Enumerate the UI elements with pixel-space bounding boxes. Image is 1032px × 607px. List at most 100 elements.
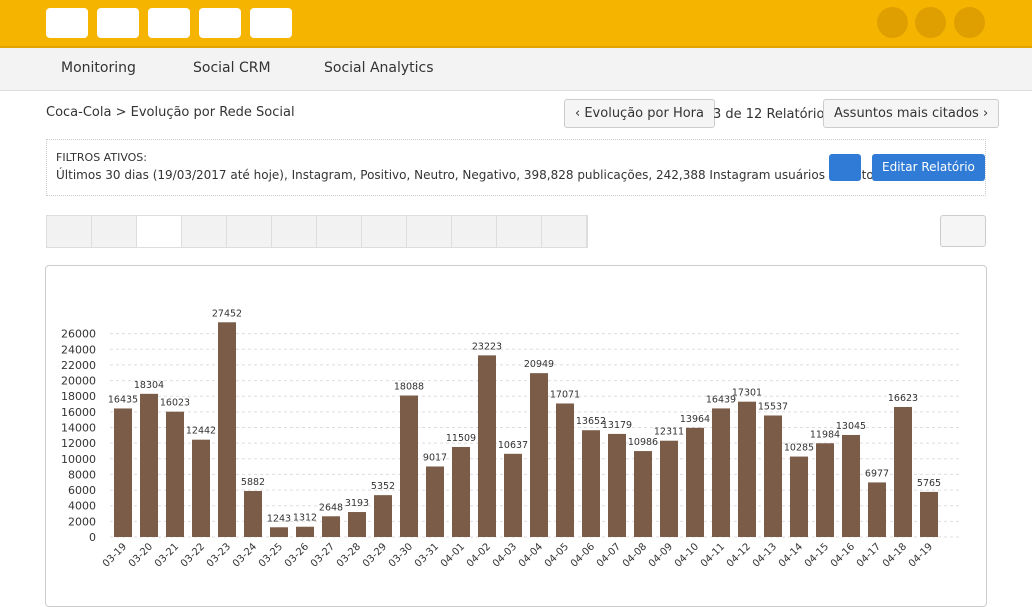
x-tick-label: 04-05 bbox=[543, 541, 571, 569]
x-tick-label: 04-02 bbox=[465, 541, 493, 569]
x-tick-label: 03-21 bbox=[153, 541, 181, 569]
tab[interactable] bbox=[407, 216, 452, 247]
chart: 0 2000 4000 6000 8000 10000 12000 14000 16000 180… bbox=[61, 308, 962, 570]
value-label: 10637 bbox=[498, 440, 528, 451]
facebook-link[interactable] bbox=[954, 7, 985, 38]
label: Evolução por Hora bbox=[584, 106, 704, 121]
collapse-button[interactable] bbox=[940, 215, 986, 247]
calendar-button[interactable] bbox=[829, 154, 861, 181]
bar bbox=[686, 427, 704, 537]
x-tick-label: 03-28 bbox=[335, 541, 363, 569]
bar bbox=[634, 451, 652, 537]
value-label: 6977 bbox=[865, 468, 889, 479]
x-tick-label: 04-03 bbox=[491, 541, 519, 569]
add-report-button[interactable] bbox=[97, 8, 139, 38]
edit-button[interactable]: Editar Relatório bbox=[872, 154, 985, 181]
filters-label: FILTROS ATIVOS: bbox=[56, 151, 147, 164]
y-tick-label: 12000 bbox=[61, 437, 96, 450]
bar bbox=[920, 491, 938, 537]
bar bbox=[218, 322, 236, 537]
y-tick-label: 6000 bbox=[68, 484, 96, 497]
value-label: 18088 bbox=[394, 382, 424, 393]
bar bbox=[426, 466, 444, 537]
tab[interactable] bbox=[362, 216, 407, 247]
value-label: 27452 bbox=[212, 308, 242, 319]
home-button[interactable] bbox=[46, 8, 88, 38]
tab[interactable] bbox=[47, 216, 92, 247]
tab[interactable] bbox=[497, 216, 542, 247]
bar bbox=[140, 393, 158, 537]
tab-active[interactable] bbox=[137, 216, 182, 247]
bar bbox=[556, 403, 574, 537]
crm-button[interactable] bbox=[250, 8, 292, 38]
value-label: 15537 bbox=[758, 401, 788, 412]
value-label: 16435 bbox=[108, 394, 138, 405]
value-label: 16023 bbox=[160, 398, 190, 409]
value-label: 23223 bbox=[472, 341, 502, 352]
bar bbox=[608, 433, 626, 537]
y-tick-label: 4000 bbox=[68, 500, 96, 513]
bar bbox=[166, 411, 184, 537]
network-tabs bbox=[46, 215, 588, 248]
x-tick-label: 03-23 bbox=[205, 541, 233, 569]
filters-text: Últimos 30 dias (19/03/2017 até hoje), I… bbox=[56, 168, 884, 182]
y-tick-label: 0 bbox=[89, 531, 96, 544]
y-tick-label: 20000 bbox=[61, 375, 96, 388]
next-button[interactable]: Assuntos mais citados › bbox=[823, 99, 1000, 128]
bar bbox=[816, 443, 834, 537]
y-tick-label: 16000 bbox=[61, 406, 96, 419]
value-label: 1243 bbox=[267, 513, 291, 524]
prev-button[interactable]: ‹ Evolução por Hora bbox=[564, 99, 715, 128]
tab[interactable] bbox=[227, 216, 272, 247]
x-tick-label: 04-10 bbox=[673, 541, 701, 569]
bar bbox=[582, 430, 600, 537]
x-tick-label: 04-11 bbox=[699, 541, 727, 569]
nav-item[interactable]: Social CRM bbox=[193, 60, 271, 76]
notifications[interactable] bbox=[877, 7, 908, 38]
bar bbox=[660, 440, 678, 537]
reports-button[interactable] bbox=[148, 8, 190, 38]
x-tick-label: 03-25 bbox=[257, 541, 285, 569]
value-label: 11984 bbox=[810, 429, 840, 440]
value-label: 12442 bbox=[186, 426, 216, 437]
counter: 3 de 12 Relatórios bbox=[713, 107, 832, 122]
bar bbox=[868, 482, 886, 537]
nav-item[interactable]: Social Analytics bbox=[324, 60, 434, 76]
value-label: 13179 bbox=[602, 420, 632, 431]
bar bbox=[712, 408, 730, 537]
tab[interactable] bbox=[92, 216, 137, 247]
x-tick-label: 04-15 bbox=[803, 541, 831, 569]
x-tick-label: 04-12 bbox=[725, 541, 753, 569]
value-label: 3193 bbox=[345, 498, 369, 509]
label: Assuntos mais citados bbox=[834, 106, 979, 121]
value-label: 13045 bbox=[836, 421, 866, 432]
tab[interactable] bbox=[182, 216, 227, 247]
tab[interactable] bbox=[317, 216, 362, 247]
twitter-link[interactable] bbox=[915, 7, 946, 38]
bar bbox=[504, 453, 522, 537]
x-tick-label: 04-19 bbox=[907, 541, 935, 569]
tab[interactable] bbox=[452, 216, 497, 247]
bar bbox=[374, 495, 392, 537]
bar bbox=[296, 526, 314, 537]
chat-button[interactable] bbox=[199, 8, 241, 38]
x-tick-label: 03-29 bbox=[361, 541, 389, 569]
bar bbox=[114, 408, 132, 537]
bar bbox=[842, 434, 860, 537]
tab[interactable] bbox=[272, 216, 317, 247]
y-tick-label: 18000 bbox=[61, 390, 96, 403]
x-tick-label: 04-09 bbox=[647, 541, 675, 569]
value-label: 11509 bbox=[446, 433, 476, 444]
bar bbox=[894, 406, 912, 537]
y-tick-label: 26000 bbox=[61, 328, 96, 341]
x-tick-label: 04-18 bbox=[881, 541, 909, 569]
x-tick-label: 04-13 bbox=[751, 541, 779, 569]
nav-item[interactable]: Monitoring bbox=[61, 60, 136, 76]
value-label: 13652 bbox=[576, 416, 606, 427]
y-tick-label: 22000 bbox=[61, 359, 96, 372]
value-label: 17301 bbox=[732, 388, 762, 399]
value-label: 9017 bbox=[423, 452, 447, 463]
tab[interactable] bbox=[542, 216, 587, 247]
x-tick-label: 04-08 bbox=[621, 541, 649, 569]
value-label: 1312 bbox=[293, 513, 317, 524]
